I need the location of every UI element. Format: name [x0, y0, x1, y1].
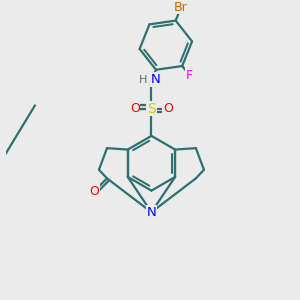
Text: F: F: [186, 69, 193, 82]
Text: S: S: [147, 101, 156, 116]
Text: N: N: [147, 206, 156, 219]
Text: H: H: [139, 75, 148, 85]
Text: N: N: [150, 73, 160, 86]
Text: Br: Br: [174, 1, 188, 14]
Text: O: O: [130, 102, 140, 115]
Text: O: O: [163, 102, 173, 115]
Text: O: O: [89, 185, 99, 198]
